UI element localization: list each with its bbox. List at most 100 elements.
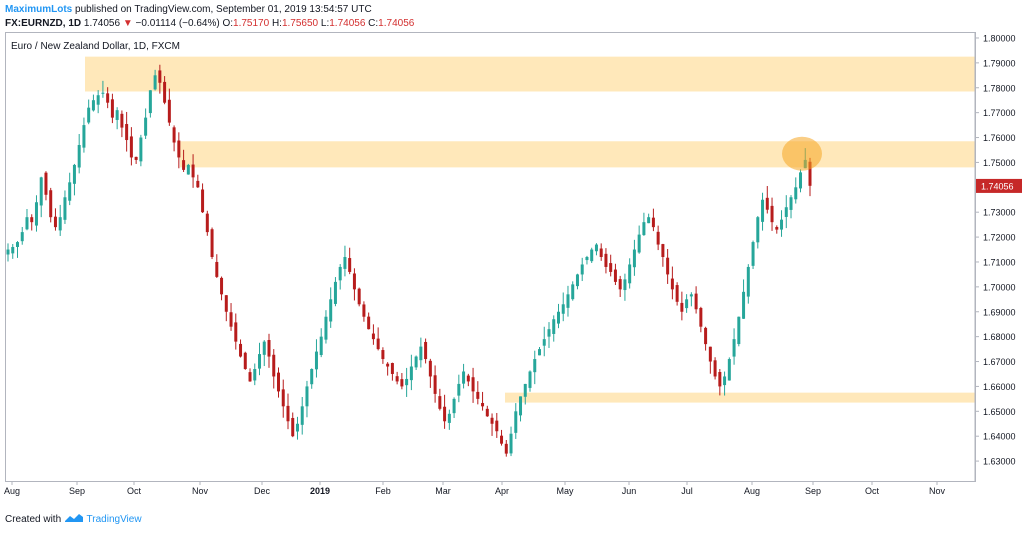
candle-body <box>177 140 181 158</box>
candle-body <box>575 274 579 287</box>
candle-body <box>680 302 684 312</box>
time-tick-label: Nov <box>192 486 209 496</box>
candle-body <box>751 242 755 266</box>
candle-body <box>87 107 91 123</box>
candle-body <box>77 145 81 168</box>
candle-body <box>594 244 598 252</box>
price-tick-label: 1.77000 <box>983 108 1016 118</box>
time-tick-label: 2019 <box>310 486 330 496</box>
candle-body <box>229 312 233 327</box>
candle-body <box>604 253 608 267</box>
candle-body <box>585 257 589 261</box>
candle-body <box>182 160 186 170</box>
price-tick-label: 1.72000 <box>983 233 1016 243</box>
candle-body <box>666 257 670 275</box>
time-tick-label: Dec <box>254 486 271 496</box>
time-tick-label: Oct <box>127 486 142 496</box>
sr-zone <box>180 141 975 168</box>
candle-body <box>68 182 72 201</box>
candle-body <box>538 349 542 356</box>
ohlc-line: FX:EURNZD, 1D 1.74056 ▼ −0.01114 (−0.64%… <box>5 17 414 31</box>
candle-body <box>656 231 660 245</box>
candlestick-chart[interactable]: 1.80000 1.79000 1.78000 1.77000 1.76000 1.750… <box>0 0 1024 510</box>
candle-body <box>580 264 584 275</box>
candle-body <box>542 339 546 346</box>
candle-body <box>381 350 385 360</box>
candle-body <box>699 307 703 327</box>
candle-body <box>523 383 527 397</box>
candle-body <box>139 137 143 162</box>
candle-body <box>713 360 717 377</box>
candle-body <box>196 180 200 188</box>
candle-body <box>628 264 632 284</box>
price-change: −0.01114 (−0.64%) <box>135 18 220 29</box>
candle-body <box>205 213 209 233</box>
candle-body <box>737 316 741 345</box>
last-price-label: 1.74056 <box>981 181 1014 191</box>
candle-body <box>25 217 29 230</box>
price-tick-label: 1.75000 <box>983 158 1016 168</box>
candle-body <box>210 229 214 257</box>
candle-body <box>424 341 428 360</box>
candle-body <box>452 398 456 414</box>
candle-body <box>689 294 693 297</box>
candle-body <box>44 172 48 195</box>
candle-body <box>794 187 798 200</box>
price-tick-label: 1.78000 <box>983 83 1016 93</box>
candle-body <box>310 369 314 385</box>
close-value: 1.74056 <box>378 18 415 29</box>
candle-body <box>718 371 722 387</box>
candle-body <box>49 190 53 218</box>
candle-body <box>201 189 205 213</box>
candle-body <box>675 285 679 302</box>
candle-body <box>533 359 537 373</box>
candle-body <box>144 117 148 136</box>
sr-zone <box>85 56 975 92</box>
time-tick-label: Mar <box>435 486 451 496</box>
candle-body <box>466 375 470 382</box>
candle-body <box>490 417 494 424</box>
candle-body <box>732 339 736 357</box>
candle-body <box>243 352 247 369</box>
candle-body <box>727 359 731 381</box>
candle-body <box>120 113 124 128</box>
candle-body <box>329 299 333 322</box>
candle-body <box>599 248 603 257</box>
candle-body <box>613 269 617 282</box>
candle-body <box>72 164 76 184</box>
candle-body <box>623 279 627 291</box>
price-tick-label: 1.76000 <box>983 133 1016 143</box>
candle-body <box>172 127 176 143</box>
candle-body <box>286 405 290 422</box>
open-label: O: <box>222 18 234 29</box>
price-tick-label: 1.80000 <box>983 33 1016 43</box>
footer-brand[interactable]: TradingView <box>86 514 142 525</box>
candle-body <box>106 93 110 103</box>
candle-body <box>514 411 518 433</box>
high-value: 1.75650 <box>281 18 319 29</box>
down-arrow-icon: ▼ <box>122 18 133 29</box>
symbol-label: FX:EURNZD, 1D <box>5 18 82 29</box>
author-name[interactable]: MaximumLots <box>5 4 73 15</box>
price-tick-label: 1.66000 <box>983 382 1016 392</box>
candle-body <box>642 222 646 236</box>
candle-body <box>704 327 708 345</box>
time-tick-label: Jun <box>622 486 637 496</box>
candle-body <box>723 376 727 386</box>
candle-body <box>348 258 352 272</box>
candle-body <box>808 161 812 186</box>
candle-body <box>11 247 15 254</box>
candle-body <box>357 288 361 305</box>
footer: Created with TradingView <box>5 513 142 525</box>
candle-body <box>519 396 523 416</box>
time-tick-label: Feb <box>375 486 391 496</box>
candle-body <box>756 217 760 243</box>
chart-title: Euro / New Zealand Dollar, 1D, FXCM <box>11 41 180 52</box>
candle-body <box>376 338 380 350</box>
candle-body <box>590 249 594 262</box>
candle-body <box>343 257 347 269</box>
candle-body <box>443 406 447 422</box>
candle-body <box>409 366 413 381</box>
price-tick-label: 1.67000 <box>983 357 1016 367</box>
candle-body <box>91 100 95 111</box>
